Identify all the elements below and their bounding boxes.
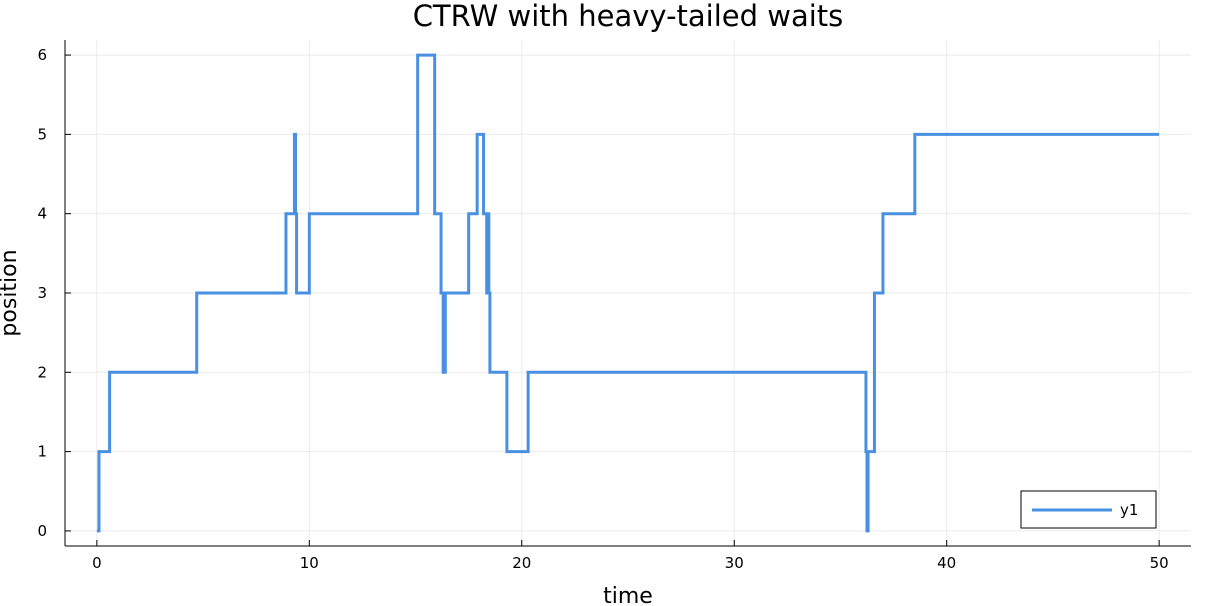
legend-label-y1: y1 [1120,501,1138,519]
y-tick-label: 6 [37,46,47,64]
x-tick-label: 40 [937,554,956,572]
x-tick-label: 0 [92,554,102,572]
x-axis-label: time [603,584,653,606]
x-tick-label: 50 [1150,554,1169,572]
x-tick-label: 30 [725,554,744,572]
x-tick-label: 10 [300,554,319,572]
y-tick-label: 0 [37,522,47,540]
y-tick-label: 2 [37,363,47,381]
y-axis-label: position [0,249,22,336]
y-tick-label: 4 [37,205,47,223]
series-line-y1 [96,53,1160,533]
y-tick-label: 3 [37,284,47,302]
y-tick-label: 1 [37,443,47,461]
legend: y1 [1020,490,1157,529]
y-tick-label: 5 [37,125,47,143]
series-layer [96,53,1160,533]
chart-title: CTRW with heavy-tailed waits [413,0,844,33]
x-tick-label: 20 [512,554,531,572]
ticks-layer: 0 10 20 30 40 50 0 1 2 3 4 5 6 [37,46,1168,572]
